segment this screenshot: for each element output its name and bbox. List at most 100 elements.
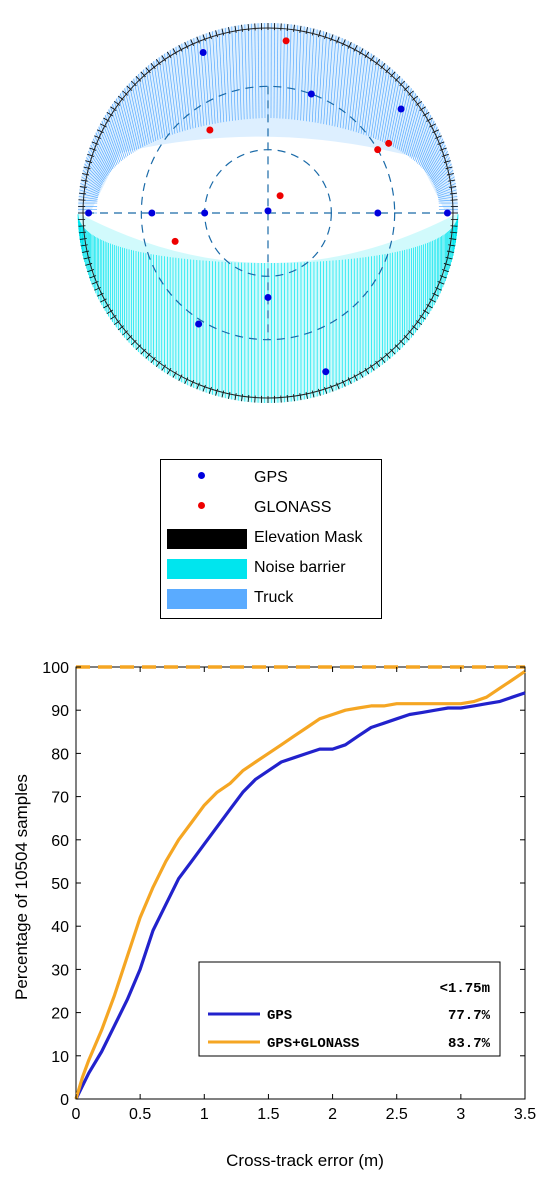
- elevation-mask-tick: [446, 250, 454, 253]
- elevation-mask-tick: [437, 281, 445, 285]
- truck-hatch-line: [193, 38, 202, 127]
- gps-satellite: [322, 368, 330, 376]
- elevation-mask-tick: [394, 344, 401, 350]
- elevation-mask-tick: [449, 238, 457, 240]
- elevation-mask-tick: [330, 384, 334, 392]
- elevation-mask-tick: [126, 85, 133, 91]
- truck-hatch-line: [404, 98, 421, 154]
- skyplot-legend: GPS GLONASS Elevation Mask Noise barrier…: [160, 459, 382, 619]
- elevation-mask-tick: [118, 325, 125, 331]
- elevation-mask-tick: [140, 348, 146, 355]
- elevation-mask-tick: [336, 36, 340, 44]
- truck-hatch-line: [434, 169, 454, 187]
- elevation-mask-tick: [353, 374, 358, 381]
- truck-hatch-line: [104, 115, 122, 162]
- legend-item-gps: GPS: [161, 466, 381, 492]
- truck-hatch-line: [350, 46, 361, 131]
- truck-hatch-line: [231, 26, 236, 121]
- truck-hatch-line: [208, 32, 216, 124]
- gps-satellite: [307, 90, 315, 98]
- truck-hatch-line: [175, 46, 186, 131]
- truck-hatch-line: [386, 76, 401, 144]
- elevation-mask-tick: [166, 51, 172, 59]
- truck-hatch-line: [228, 27, 233, 121]
- truck-hatch-line: [414, 115, 432, 162]
- elevation-mask-tick: [78, 192, 87, 195]
- elevation-mask-tick: [403, 335, 410, 341]
- elevation-mask-tick: [91, 141, 99, 145]
- elevation-mask-tick: [318, 30, 321, 38]
- truck-hatch-line: [85, 160, 104, 183]
- truck-hatch-line: [86, 157, 105, 181]
- legend-item-truck: Truck: [161, 586, 381, 612]
- elevation-mask-tick: [364, 367, 370, 375]
- elevation-mask-tick: [135, 344, 142, 350]
- truck-hatch-line: [115, 98, 132, 154]
- elevation-mask-tick: [161, 364, 166, 371]
- elevation-mask-tick: [190, 380, 194, 387]
- truck-hatch-line: [224, 27, 230, 122]
- truck-hatch-line: [244, 24, 248, 120]
- elevation-mask-tick: [305, 27, 308, 35]
- elevation-mask-tick: [196, 382, 200, 390]
- elevation-mask-tick: [426, 304, 433, 309]
- truck-hatch-line: [368, 59, 381, 137]
- gps-satellite: [148, 209, 156, 217]
- truck-hatch-line: [435, 173, 455, 189]
- elevation-mask-tick: [446, 173, 454, 176]
- truck-hatch-line: [82, 169, 102, 187]
- truck-hatch-line: [363, 55, 375, 135]
- truck-hatch-line: [158, 57, 171, 136]
- elevation-mask-tick: [443, 263, 451, 266]
- x-axis-ticks: 0 0.5 1 1.5 2 2.5 3 3.5: [72, 667, 536, 1123]
- y-tick-label: 80: [51, 746, 69, 763]
- elevation-mask-tick: [155, 59, 161, 66]
- truck-hatch-line: [291, 24, 295, 120]
- elevation-mask-tick: [286, 394, 289, 403]
- elevation-mask-swatch-icon: [167, 529, 247, 549]
- elevation-mask-tick: [114, 320, 121, 326]
- gps-satellite: [264, 293, 272, 301]
- elevation-mask-tick: [305, 391, 308, 399]
- elevation-mask-tick: [342, 380, 346, 387]
- truck-hatch-line: [355, 50, 367, 133]
- elevation-mask-tick: [435, 135, 442, 139]
- truck-hatch-line: [221, 28, 227, 122]
- elevation-mask-tick: [131, 80, 137, 87]
- truck-hatch-line: [365, 57, 378, 136]
- truck-hatch-line: [432, 160, 451, 183]
- elevation-mask-tick: [103, 304, 110, 309]
- elevation-mask-tick: [336, 382, 340, 390]
- truck-hatch-line: [437, 189, 457, 197]
- elevation-mask-tick: [342, 39, 346, 46]
- truck-hatch-line: [392, 83, 408, 148]
- elevation-mask-tick: [122, 90, 129, 96]
- elevation-mask-tick: [190, 39, 194, 46]
- elevation-mask-tick: [375, 59, 381, 66]
- truck-hatch-line: [108, 109, 125, 159]
- elevation-mask-tick: [89, 147, 97, 151]
- elevation-mask-tick: [419, 106, 426, 111]
- elevation-mask-tick: [394, 76, 401, 82]
- elevation-mask-tick: [449, 186, 457, 188]
- truck-hatch-line: [406, 101, 423, 155]
- truck-hatch-line: [323, 33, 331, 125]
- elevation-mask-tick: [359, 371, 364, 378]
- truck-hatch-line: [288, 24, 292, 120]
- truck-hatch-line: [314, 30, 321, 123]
- elevation-mask-tick: [380, 63, 386, 70]
- elevation-mask-tick: [215, 30, 218, 38]
- elevation-mask-tick: [407, 90, 414, 96]
- gps-satellite: [443, 209, 451, 217]
- elevation-mask-tick: [91, 281, 99, 285]
- gps-satellite: [195, 320, 203, 328]
- truck-hatch-line: [247, 24, 251, 119]
- x-tick-label: 2: [328, 1106, 337, 1123]
- y-tick-label: 40: [51, 919, 69, 936]
- elevation-mask-tick: [324, 386, 328, 394]
- gps-marker-icon: [198, 472, 205, 479]
- truck-hatch-line: [124, 88, 140, 150]
- elevation-mask-tick: [83, 166, 91, 170]
- elevation-mask-tick: [311, 390, 315, 398]
- elevation-mask-tick: [375, 360, 381, 367]
